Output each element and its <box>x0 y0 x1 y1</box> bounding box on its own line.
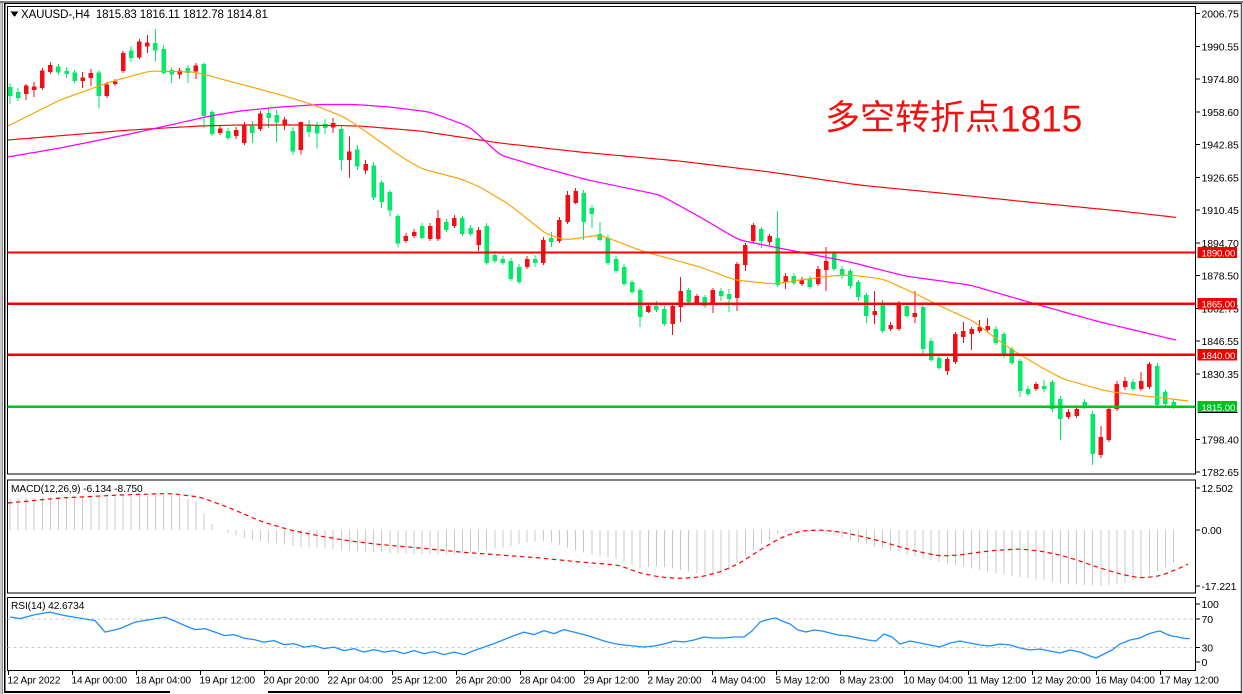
svg-text:1846.55: 1846.55 <box>1202 336 1240 348</box>
svg-text:5 May 12:00: 5 May 12:00 <box>776 676 830 687</box>
svg-text:RSI(14) 42.6734: RSI(14) 42.6734 <box>11 601 85 612</box>
svg-text:XAUUSD-,H4 1815.83 1816.11 18: XAUUSD-,H4 1815.83 1816.11 1812.78 1814.… <box>21 9 268 21</box>
svg-text:1910.45: 1910.45 <box>1202 205 1240 217</box>
svg-text:1840.00: 1840.00 <box>1202 351 1236 362</box>
svg-text:100: 100 <box>1202 599 1219 611</box>
svg-text:1974.80: 1974.80 <box>1202 74 1240 86</box>
svg-text:12 May 20:00: 12 May 20:00 <box>1032 676 1092 687</box>
svg-text:14 Apr 00:00: 14 Apr 00:00 <box>72 676 128 687</box>
svg-text:16 May 04:00: 16 May 04:00 <box>1096 676 1156 687</box>
svg-text:30: 30 <box>1202 643 1214 655</box>
svg-text:26 Apr 20:00: 26 Apr 20:00 <box>456 676 512 687</box>
svg-text:1878.50: 1878.50 <box>1202 271 1240 283</box>
svg-text:8 May 23:00: 8 May 23:00 <box>840 676 894 687</box>
svg-text:12.502: 12.502 <box>1202 483 1234 495</box>
svg-text:10 May 04:00: 10 May 04:00 <box>904 676 964 687</box>
svg-text:1782.65: 1782.65 <box>1202 467 1240 479</box>
svg-text:1865.00: 1865.00 <box>1202 300 1236 311</box>
svg-text:MACD(12,26,9) -6.134 -8.750: MACD(12,26,9) -6.134 -8.750 <box>11 484 143 495</box>
svg-text:22 Apr 04:00: 22 Apr 04:00 <box>328 676 384 687</box>
svg-text:1815: 1815 <box>1000 99 1082 140</box>
svg-text:1958.60: 1958.60 <box>1202 107 1240 119</box>
svg-text:70: 70 <box>1202 614 1214 626</box>
svg-text:0: 0 <box>1202 657 1208 669</box>
svg-text:29 Apr 12:00: 29 Apr 12:00 <box>584 676 640 687</box>
svg-text:1830.35: 1830.35 <box>1202 369 1240 381</box>
svg-text:1890.00: 1890.00 <box>1202 249 1236 260</box>
svg-text:20 Apr 20:00: 20 Apr 20:00 <box>264 676 320 687</box>
svg-text:1926.65: 1926.65 <box>1202 172 1240 184</box>
svg-text:1815.00: 1815.00 <box>1202 403 1236 414</box>
svg-text:1990.55: 1990.55 <box>1202 41 1240 53</box>
svg-text:-17.221: -17.221 <box>1202 581 1237 593</box>
svg-text:19 Apr 12:00: 19 Apr 12:00 <box>200 676 256 687</box>
svg-text:17 May 12:00: 17 May 12:00 <box>1160 676 1220 687</box>
svg-text:25 Apr 12:00: 25 Apr 12:00 <box>392 676 448 687</box>
svg-text:2006.75: 2006.75 <box>1202 9 1240 21</box>
svg-text:2 May 20:00: 2 May 20:00 <box>648 676 702 687</box>
svg-text:0.00: 0.00 <box>1202 525 1222 537</box>
svg-text:11 May 12:00: 11 May 12:00 <box>968 676 1027 687</box>
svg-text:4 May 04:00: 4 May 04:00 <box>712 676 766 687</box>
svg-text:18 Apr 04:00: 18 Apr 04:00 <box>136 676 192 687</box>
svg-text:12 Apr 2022: 12 Apr 2022 <box>8 676 61 687</box>
svg-text:1798.40: 1798.40 <box>1202 434 1240 446</box>
svg-text:1942.85: 1942.85 <box>1202 140 1240 152</box>
svg-text:28 Apr 04:00: 28 Apr 04:00 <box>520 676 576 687</box>
